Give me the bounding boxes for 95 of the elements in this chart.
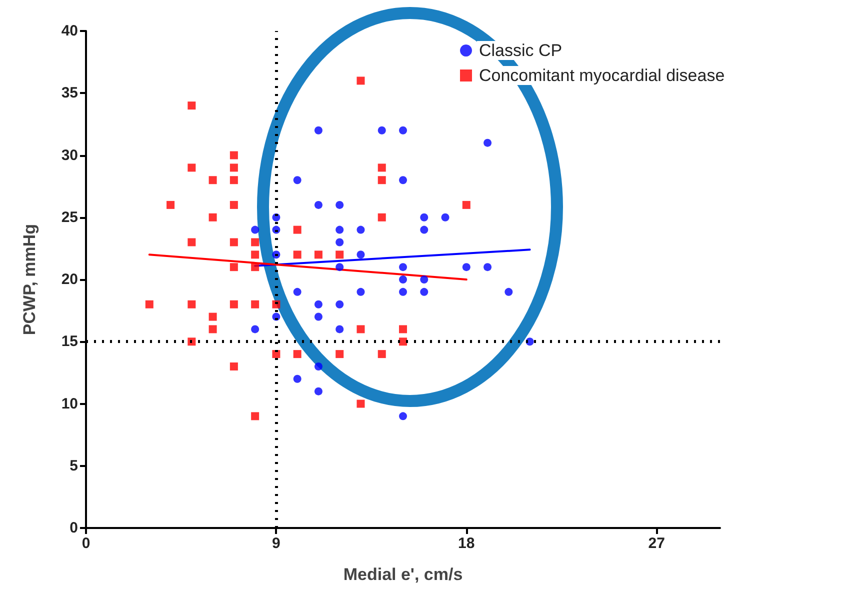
point xyxy=(356,288,365,296)
point xyxy=(272,350,280,358)
point xyxy=(314,200,322,209)
point xyxy=(399,126,407,134)
point xyxy=(293,176,302,184)
point xyxy=(336,350,344,358)
point xyxy=(399,338,407,346)
point xyxy=(314,300,322,308)
y-tick-label: 30 xyxy=(61,146,78,164)
point xyxy=(188,238,196,246)
point xyxy=(230,164,238,172)
point xyxy=(293,250,302,259)
point xyxy=(208,325,217,334)
point xyxy=(484,263,492,272)
point xyxy=(230,176,238,184)
point xyxy=(272,300,280,308)
point xyxy=(336,238,344,246)
point xyxy=(314,250,322,259)
point xyxy=(230,300,238,308)
y-tick-label: 5 xyxy=(70,457,78,474)
point xyxy=(420,288,428,296)
point xyxy=(378,213,386,222)
point xyxy=(462,263,470,272)
point xyxy=(336,200,344,209)
point xyxy=(420,226,428,234)
point xyxy=(378,176,386,184)
point xyxy=(188,300,196,308)
point xyxy=(314,362,322,370)
point xyxy=(230,263,238,272)
point xyxy=(420,276,428,284)
point xyxy=(356,325,365,334)
point xyxy=(336,300,344,308)
y-tick-label: 35 xyxy=(61,84,78,102)
x-tick-label: 9 xyxy=(272,535,280,552)
point xyxy=(504,288,513,296)
y-tick-label: 20 xyxy=(61,271,78,288)
point xyxy=(230,151,238,160)
point xyxy=(356,250,365,259)
y-tick-label: 40 xyxy=(61,22,78,40)
point xyxy=(230,362,238,370)
point xyxy=(399,176,407,184)
point xyxy=(399,263,407,272)
point xyxy=(251,226,260,234)
point xyxy=(251,325,260,334)
point xyxy=(314,126,322,134)
point xyxy=(399,276,407,284)
point xyxy=(251,300,260,308)
point xyxy=(145,300,154,308)
point xyxy=(251,238,260,246)
point xyxy=(484,138,492,147)
legend-label: Concomitant myocardial disease xyxy=(479,66,725,85)
point xyxy=(336,250,344,259)
point xyxy=(208,312,217,321)
point xyxy=(336,226,344,234)
point xyxy=(293,374,302,383)
point xyxy=(336,263,344,272)
point xyxy=(462,200,470,209)
point xyxy=(293,288,302,296)
point xyxy=(441,213,450,222)
point xyxy=(356,76,365,85)
point xyxy=(356,400,365,408)
point xyxy=(399,288,407,296)
point xyxy=(336,325,344,334)
y-tick-label: 0 xyxy=(70,520,78,536)
point xyxy=(188,164,196,172)
y-axis-title: PCWP, mmHg xyxy=(20,224,39,336)
point xyxy=(378,164,386,172)
point xyxy=(188,338,196,346)
point xyxy=(251,250,260,259)
point xyxy=(208,176,217,184)
point xyxy=(188,102,196,110)
x-axis-title: Medial e', cm/s xyxy=(343,565,463,584)
point xyxy=(399,412,407,420)
x-tick-label: 18 xyxy=(458,535,475,552)
point xyxy=(230,200,238,209)
point xyxy=(314,387,322,396)
point xyxy=(378,350,386,358)
point xyxy=(166,200,175,209)
point xyxy=(399,325,407,334)
point xyxy=(293,226,302,234)
y-tick-label: 15 xyxy=(61,333,78,350)
point xyxy=(420,213,428,222)
point xyxy=(356,226,365,234)
point xyxy=(208,213,217,222)
point xyxy=(230,238,238,246)
y-tick-label: 10 xyxy=(61,395,78,412)
point xyxy=(314,312,322,321)
x-tick-label: 0 xyxy=(82,535,90,552)
x-tick-label: 27 xyxy=(648,535,665,552)
point xyxy=(293,350,302,358)
point xyxy=(251,412,260,420)
point xyxy=(378,126,386,134)
legend-label: Classic CP xyxy=(479,41,562,60)
y-tick-label: 25 xyxy=(61,208,78,226)
point xyxy=(251,263,260,272)
